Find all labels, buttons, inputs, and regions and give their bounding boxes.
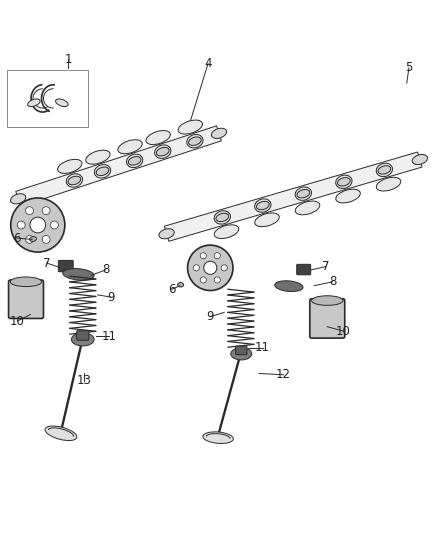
Ellipse shape	[297, 189, 310, 198]
Ellipse shape	[159, 229, 174, 239]
Circle shape	[11, 198, 65, 252]
Ellipse shape	[63, 269, 94, 280]
Text: 8: 8	[329, 275, 336, 288]
Ellipse shape	[45, 426, 77, 441]
Bar	[7, 70, 88, 127]
Ellipse shape	[275, 281, 303, 292]
Circle shape	[42, 236, 50, 244]
Ellipse shape	[338, 177, 350, 186]
Ellipse shape	[295, 201, 320, 215]
Circle shape	[214, 253, 220, 259]
Circle shape	[200, 253, 206, 259]
Ellipse shape	[11, 277, 42, 287]
Ellipse shape	[56, 99, 68, 107]
Ellipse shape	[295, 187, 311, 200]
Text: 10: 10	[336, 325, 351, 337]
Polygon shape	[164, 152, 422, 241]
Circle shape	[193, 265, 199, 271]
Circle shape	[17, 221, 25, 229]
Ellipse shape	[178, 120, 202, 134]
Ellipse shape	[257, 201, 269, 210]
FancyBboxPatch shape	[9, 280, 43, 318]
Circle shape	[200, 277, 206, 283]
Circle shape	[25, 236, 33, 244]
Ellipse shape	[376, 177, 401, 191]
FancyBboxPatch shape	[77, 330, 89, 340]
Text: 4: 4	[205, 57, 212, 70]
Text: 10: 10	[10, 314, 25, 328]
Ellipse shape	[71, 333, 94, 346]
Ellipse shape	[231, 348, 252, 360]
Ellipse shape	[118, 140, 142, 154]
Ellipse shape	[188, 137, 201, 146]
Ellipse shape	[336, 175, 352, 189]
Text: 9: 9	[207, 310, 214, 323]
Ellipse shape	[412, 155, 427, 165]
Text: 5: 5	[405, 61, 413, 74]
Circle shape	[25, 207, 33, 215]
Circle shape	[30, 217, 46, 233]
Text: 8: 8	[102, 263, 109, 277]
FancyBboxPatch shape	[23, 205, 53, 245]
Ellipse shape	[146, 131, 170, 144]
Ellipse shape	[255, 213, 279, 227]
Ellipse shape	[336, 189, 360, 203]
Ellipse shape	[177, 282, 184, 287]
Ellipse shape	[214, 225, 239, 239]
Circle shape	[187, 245, 233, 290]
Circle shape	[214, 277, 220, 283]
Circle shape	[42, 207, 50, 215]
Ellipse shape	[311, 296, 343, 305]
Polygon shape	[16, 126, 222, 206]
Ellipse shape	[66, 174, 82, 187]
Text: 7: 7	[322, 260, 330, 273]
FancyBboxPatch shape	[58, 261, 73, 272]
Ellipse shape	[214, 211, 230, 224]
Ellipse shape	[128, 157, 141, 165]
Ellipse shape	[216, 213, 229, 222]
Text: 6: 6	[14, 232, 21, 245]
Text: 11: 11	[102, 330, 117, 343]
Ellipse shape	[86, 150, 110, 164]
Ellipse shape	[378, 166, 391, 174]
Ellipse shape	[376, 163, 392, 176]
Ellipse shape	[254, 199, 271, 212]
Text: 11: 11	[255, 341, 270, 354]
Ellipse shape	[29, 237, 36, 241]
Ellipse shape	[58, 159, 82, 173]
Ellipse shape	[94, 165, 111, 178]
Circle shape	[221, 265, 227, 271]
FancyBboxPatch shape	[197, 249, 223, 285]
Text: 1: 1	[65, 53, 72, 66]
FancyBboxPatch shape	[310, 299, 345, 338]
FancyBboxPatch shape	[297, 264, 311, 275]
Ellipse shape	[203, 432, 233, 443]
Text: 12: 12	[276, 368, 291, 381]
Ellipse shape	[156, 148, 169, 156]
Ellipse shape	[127, 154, 143, 167]
Circle shape	[50, 221, 58, 229]
Ellipse shape	[68, 176, 81, 185]
Ellipse shape	[96, 167, 109, 175]
Circle shape	[204, 261, 217, 274]
Text: 9: 9	[107, 290, 114, 304]
Ellipse shape	[187, 134, 203, 148]
Text: 6: 6	[169, 282, 176, 296]
Ellipse shape	[212, 128, 226, 139]
Ellipse shape	[28, 99, 40, 107]
Ellipse shape	[11, 193, 26, 204]
Text: 13: 13	[76, 374, 91, 387]
Text: 7: 7	[43, 256, 50, 270]
FancyBboxPatch shape	[236, 346, 247, 354]
Ellipse shape	[155, 145, 171, 158]
